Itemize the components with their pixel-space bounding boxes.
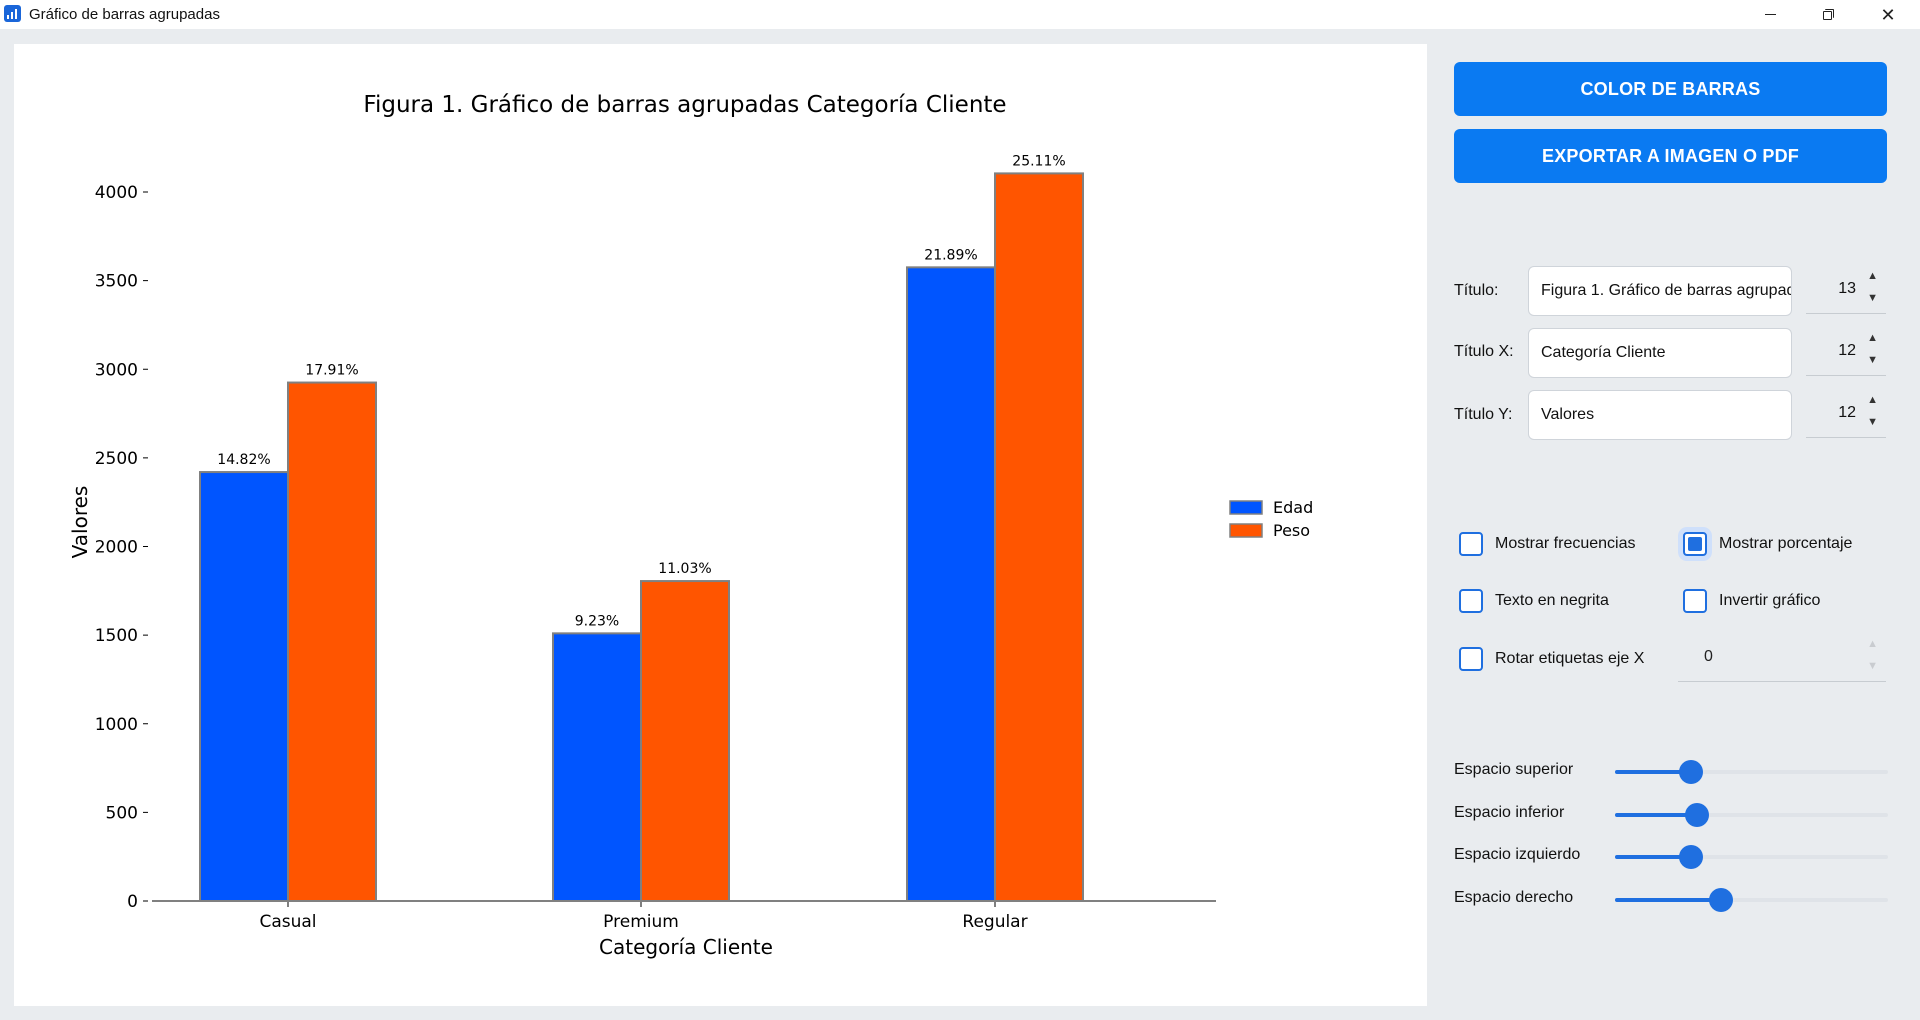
slider-label: Espacio derecho	[1454, 889, 1574, 906]
x-tick-label: Premium	[603, 912, 679, 932]
y-tick-label: 4000	[95, 183, 138, 203]
rotate-x-labels-checkbox[interactable]	[1459, 647, 1483, 671]
x-tick-label: Casual	[259, 912, 316, 932]
x-title-font-size-spinner[interactable]: 12 ▲ ▼	[1806, 328, 1886, 376]
x-title-field-label: Título X:	[1454, 343, 1514, 360]
slider-thumb[interactable]	[1709, 888, 1734, 912]
bold-text-checkbox[interactable]	[1459, 589, 1483, 613]
bar-peso-casual	[287, 381, 377, 902]
spin-up-icon[interactable]: ▲	[1867, 394, 1878, 406]
close-icon: ✕	[1880, 4, 1896, 25]
y-tick-label: 1500	[95, 626, 138, 646]
y-tick-label: 3500	[95, 272, 138, 292]
y-tick-label: 2000	[95, 538, 138, 558]
rotation-angle-value: 0	[1704, 648, 1713, 665]
y-axis-title: Valores	[68, 486, 92, 559]
bold-text-label: Texto en negrita	[1495, 592, 1609, 609]
slider-thumb[interactable]	[1679, 760, 1704, 784]
minimize-button[interactable]	[1747, 0, 1793, 29]
x-title-input[interactable]: Categoría Cliente	[1528, 328, 1792, 378]
chart-panel: Figura 1. Gráfico de barras agrupadas Ca…	[14, 44, 1427, 1006]
bar-edad-regular	[906, 266, 996, 903]
show-percentage-label: Mostrar porcentaje	[1719, 535, 1853, 552]
chart-title: Figura 1. Gráfico de barras agrupadas Ca…	[363, 92, 1006, 118]
spacing-slider[interactable]	[1615, 845, 1888, 869]
slider-label: Espacio inferior	[1454, 804, 1565, 821]
window-title: Gráfico de barras agrupadas	[29, 6, 220, 23]
y-title-field-label: Título Y:	[1454, 406, 1513, 423]
title-font-size-spinner[interactable]: 13 ▲ ▼	[1806, 266, 1886, 314]
slider-fill	[1615, 770, 1692, 774]
spacing-slider[interactable]	[1615, 803, 1888, 827]
spin-up-icon[interactable]: ▲	[1867, 638, 1878, 650]
slider-label: Espacio izquierdo	[1454, 846, 1581, 863]
y-tick-label: 1000	[95, 715, 138, 735]
show-frequencies-checkbox[interactable]	[1459, 532, 1483, 556]
rotate-x-labels-label: Rotar etiquetas eje X	[1495, 650, 1645, 667]
x-title-font-size-value: 12	[1838, 342, 1856, 359]
y-title-font-size-spinner[interactable]: 12 ▲ ▼	[1806, 390, 1886, 438]
spin-down-icon[interactable]: ▼	[1867, 416, 1878, 428]
y-tick-label: 2500	[95, 449, 138, 469]
legend-label-edad: Edad	[1273, 498, 1313, 517]
legend-label-peso: Peso	[1273, 521, 1310, 540]
restore-button[interactable]	[1805, 0, 1851, 29]
show-frequencies-label: Mostrar frecuencias	[1495, 535, 1636, 552]
bar-data-label: 17.91%	[305, 363, 358, 379]
y-tick-label: 3000	[95, 360, 138, 380]
bar-data-label: 14.82%	[217, 452, 270, 468]
y-tick-label: 500	[106, 803, 138, 823]
y-title-font-size-value: 12	[1838, 404, 1856, 421]
legend-swatch-edad	[1229, 500, 1263, 515]
bar-peso-premium	[640, 580, 730, 902]
spin-down-icon[interactable]: ▼	[1867, 354, 1878, 366]
export-button[interactable]: EXPORTAR A IMAGEN O PDF	[1454, 129, 1887, 183]
bar-data-label: 9.23%	[575, 613, 619, 629]
spin-up-icon[interactable]: ▲	[1867, 270, 1878, 282]
minimize-icon	[1764, 14, 1776, 15]
spin-down-icon[interactable]: ▼	[1867, 292, 1878, 304]
spin-down-icon[interactable]: ▼	[1867, 660, 1878, 672]
slider-fill	[1615, 813, 1697, 817]
invert-chart-label: Invertir gráfico	[1719, 592, 1821, 609]
title-bar: Gráfico de barras agrupadas ✕	[0, 0, 1920, 29]
x-axis-title: Categoría Cliente	[599, 935, 773, 959]
legend-swatch-peso	[1229, 523, 1263, 538]
slider-fill	[1615, 898, 1722, 902]
show-percentage-checkbox[interactable]	[1683, 532, 1707, 556]
spin-up-icon[interactable]: ▲	[1867, 332, 1878, 344]
bar-data-label: 25.11%	[1012, 153, 1065, 169]
title-font-size-value: 13	[1838, 280, 1856, 297]
bar-color-button[interactable]: COLOR DE BARRAS	[1454, 62, 1887, 116]
slider-thumb[interactable]	[1684, 803, 1709, 827]
invert-chart-checkbox[interactable]	[1683, 589, 1707, 613]
slider-thumb[interactable]	[1679, 845, 1704, 869]
rotation-angle-spinner[interactable]: 0 ▲ ▼	[1678, 634, 1886, 682]
title-field-label: Título:	[1454, 282, 1499, 299]
bar-data-label: 11.03%	[658, 561, 711, 577]
slider-fill	[1615, 855, 1692, 859]
app-chart-icon	[4, 5, 21, 22]
y-tick-label: 0	[127, 892, 138, 912]
y-title-input[interactable]: Valores	[1528, 390, 1792, 440]
bar-peso-regular	[994, 172, 1084, 903]
grouped-bar-chart: Figura 1. Gráfico de barras agrupadas Ca…	[68, 92, 1313, 959]
bar-edad-premium	[552, 632, 642, 902]
restore-icon	[1822, 9, 1834, 20]
slider-label: Espacio superior	[1454, 761, 1574, 778]
spacing-slider[interactable]	[1615, 760, 1888, 784]
spacing-slider[interactable]	[1615, 888, 1888, 912]
title-input[interactable]: Figura 1. Gráfico de barras agrupadas Ca…	[1528, 266, 1792, 316]
bar-edad-casual	[199, 471, 289, 902]
bar-data-label: 21.89%	[924, 247, 977, 263]
close-button[interactable]: ✕	[1865, 0, 1911, 29]
x-tick-label: Regular	[962, 912, 1027, 932]
